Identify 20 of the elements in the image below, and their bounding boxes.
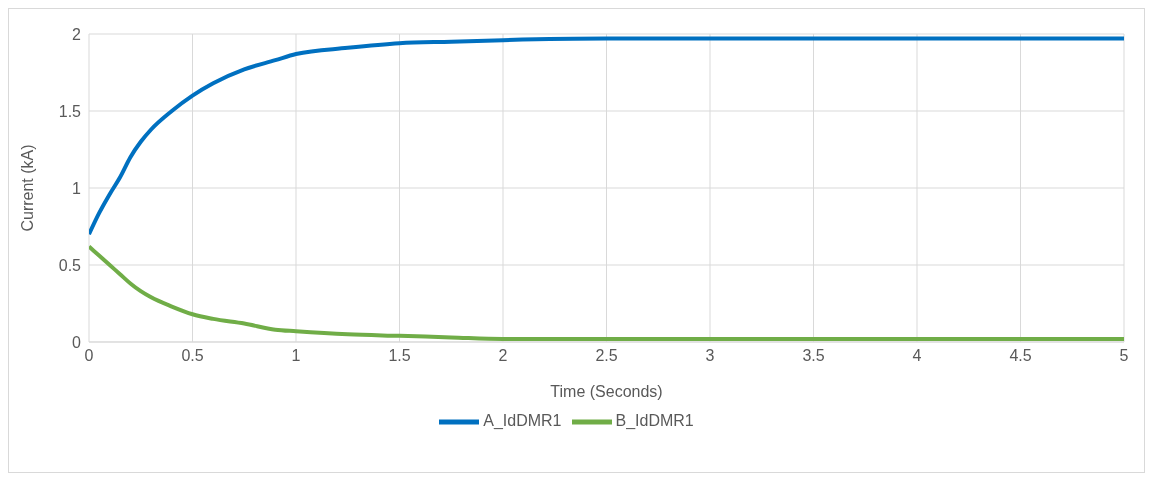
x-tick-label: 1.5 bbox=[388, 347, 411, 365]
x-tick-label: 2.5 bbox=[595, 347, 618, 365]
legend-label: A_IdDMR1 bbox=[483, 412, 562, 430]
legend-label: B_IdDMR1 bbox=[615, 412, 694, 430]
x-tick-label: 1 bbox=[291, 347, 301, 365]
x-tick-label: 5 bbox=[1119, 347, 1129, 365]
x-tick-label: 0 bbox=[84, 347, 94, 365]
y-tick-label: 0.5 bbox=[58, 256, 82, 274]
x-axis-title: Time (Seconds) bbox=[550, 383, 663, 400]
x-tick-label: 3 bbox=[705, 347, 715, 365]
y-tick-label: 2 bbox=[72, 25, 82, 43]
y-tick-label: 0 bbox=[72, 333, 82, 351]
x-tick-label: 0.5 bbox=[181, 347, 204, 365]
x-tick-label: 3.5 bbox=[802, 347, 825, 365]
y-axis-title: Current (kA) bbox=[18, 144, 36, 232]
x-tick-label: 4.5 bbox=[1009, 347, 1032, 365]
x-tick-label: 2 bbox=[498, 347, 508, 365]
y-tick-label: 1 bbox=[72, 179, 82, 197]
y-tick-label: 1.5 bbox=[58, 102, 82, 120]
x-tick-label: 4 bbox=[912, 347, 922, 365]
